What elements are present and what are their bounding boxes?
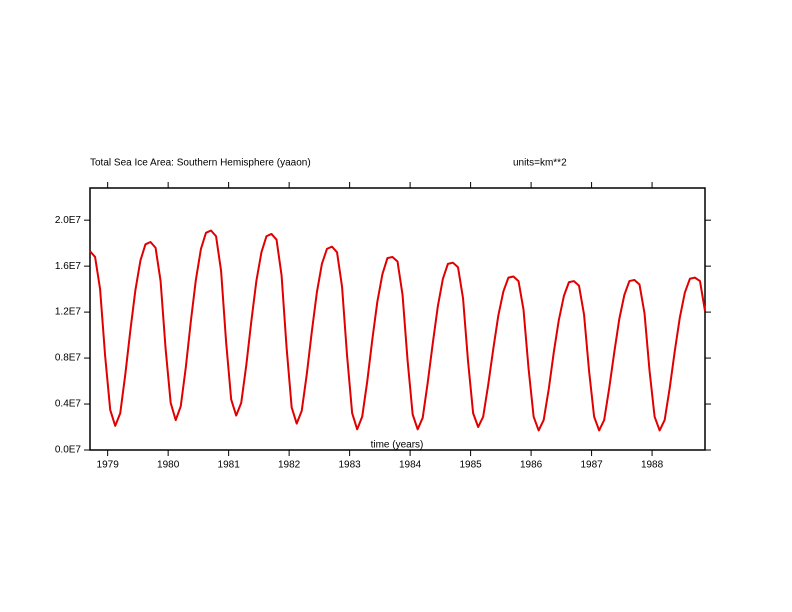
x-tick-label: 1979 <box>97 460 120 471</box>
data-line <box>89 229 706 432</box>
y-tick-label: 2.0E7 <box>55 215 82 226</box>
y-tick-label: 1.6E7 <box>55 261 82 272</box>
y-tick-label: 0.4E7 <box>55 399 82 410</box>
x-tick-label: 1987 <box>580 460 603 471</box>
chart-title: Total Sea Ice Area: Southern Hemisphere … <box>90 158 311 169</box>
y-tick-label: 1.2E7 <box>55 307 82 318</box>
x-tick-label: 1980 <box>157 460 180 471</box>
y-tick-label: 0.0E7 <box>55 445 82 456</box>
x-tick-label: 1981 <box>218 460 241 471</box>
x-tick-label: 1986 <box>520 460 543 471</box>
plot-frame <box>89 187 706 451</box>
x-axis-label: time (years) <box>371 440 424 451</box>
x-tick-label: 1988 <box>641 460 664 471</box>
x-tick-label: 1984 <box>399 460 422 471</box>
x-tick-label: 1983 <box>338 460 361 471</box>
y-tick-label: 0.8E7 <box>55 353 82 364</box>
x-tick-label: 1985 <box>459 460 482 471</box>
units-label: units=km**2 <box>513 158 567 169</box>
x-tick-label: 1982 <box>278 460 301 471</box>
